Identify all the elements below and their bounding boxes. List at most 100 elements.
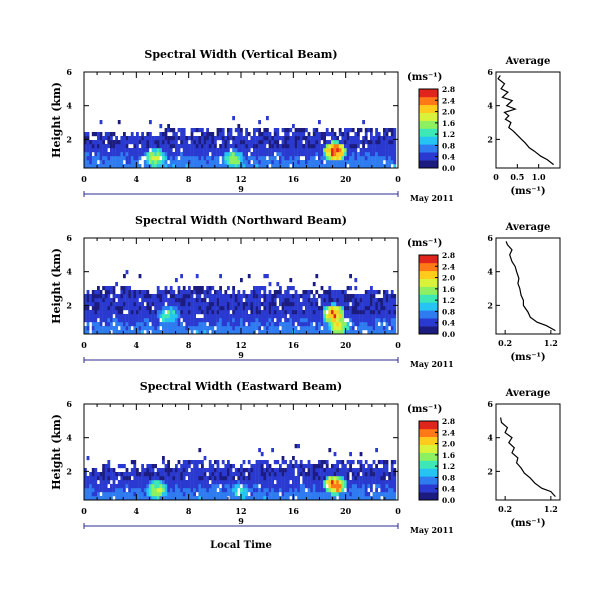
heatmap-cell — [362, 294, 365, 299]
heatmap-cell — [208, 322, 212, 327]
heatmap-cell — [169, 302, 173, 307]
heatmap-cell — [237, 294, 241, 299]
heatmap-cell — [364, 290, 368, 295]
heatmap-cell — [341, 460, 345, 465]
heatmap-cell — [255, 140, 259, 145]
heatmap-cell — [344, 294, 347, 299]
heatmap-cell — [359, 496, 363, 501]
heatmap-cell — [247, 294, 251, 299]
heatmap-cell — [177, 128, 181, 133]
heatmap-cell — [307, 132, 311, 137]
heatmap-cell — [125, 136, 129, 141]
heatmap-cell — [104, 318, 108, 323]
heatmap-cell — [136, 302, 139, 307]
heatmap-cell — [359, 294, 363, 299]
profile-frame — [495, 403, 561, 501]
heatmap-cell — [211, 472, 215, 477]
colorbar-segment — [419, 144, 438, 153]
heatmap-cell — [289, 330, 293, 335]
heatmap-cell — [224, 310, 228, 315]
heatmap-cell — [221, 460, 225, 465]
heatmap-cell — [354, 136, 358, 141]
heatmap-cell — [154, 302, 157, 307]
heatmap-cell — [146, 152, 150, 157]
heatmap-cell — [86, 476, 90, 481]
heatmap-cell — [305, 144, 308, 149]
heatmap-cell — [292, 302, 295, 307]
heatmap-cell — [162, 492, 165, 497]
heatmap-cell — [190, 484, 194, 489]
heatmap-cell — [221, 302, 225, 307]
heatmap-cell — [242, 164, 246, 169]
heatmap-cell — [260, 144, 264, 149]
heatmap-cell — [315, 302, 319, 307]
heatmap-cell — [214, 164, 217, 169]
heatmap-cell — [323, 314, 326, 319]
heatmap-cell — [284, 472, 287, 477]
heatmap-cell — [120, 492, 124, 497]
heatmap-cell — [390, 472, 394, 477]
heatmap-cell — [349, 452, 352, 457]
heatmap-cell — [94, 164, 98, 169]
heatmap-cell — [154, 496, 157, 501]
heatmap-cell — [227, 488, 230, 493]
heatmap-cell — [307, 480, 311, 485]
heatmap-cell — [234, 148, 238, 153]
heatmap-cell — [177, 136, 181, 141]
heatmap-cell — [393, 476, 397, 481]
heatmap-cell — [331, 148, 334, 153]
heatmap-cell — [351, 330, 355, 335]
heatmap-cell — [201, 306, 204, 311]
colorbar-segment — [419, 255, 438, 264]
heatmap-cell — [219, 294, 222, 299]
heatmap-cell — [302, 468, 306, 473]
heatmap-cell — [263, 290, 267, 295]
heatmap-cell — [94, 318, 98, 323]
heatmap-cell — [107, 306, 111, 311]
heatmap-cell — [110, 488, 113, 493]
heatmap-cell — [214, 322, 217, 327]
heatmap-cell — [221, 294, 225, 299]
heatmap-cell — [318, 314, 321, 319]
heatmap-cell — [112, 492, 116, 497]
heatmap-cell — [367, 480, 371, 485]
heatmap-cell — [310, 290, 313, 295]
heatmap-cell — [390, 492, 394, 497]
heatmap-cell — [120, 318, 124, 323]
heatmap-cell — [149, 496, 152, 501]
heatmap-cell — [390, 152, 394, 157]
heatmap-cell — [242, 148, 246, 153]
heatmap-cell — [214, 472, 217, 477]
heatmap-cell — [234, 294, 238, 299]
heatmap-cell — [263, 476, 267, 481]
heatmap-cell — [167, 164, 170, 169]
heatmap-cell — [164, 326, 168, 331]
heatmap-cell — [175, 278, 178, 283]
heatmap-cell — [289, 322, 293, 327]
heatmap-cell — [146, 144, 150, 149]
heatmap-cell — [128, 326, 131, 331]
heatmap-cell — [258, 488, 261, 493]
heatmap-cell — [268, 160, 272, 165]
heatmap-cell — [315, 128, 319, 133]
heatmap-cell — [359, 476, 363, 481]
heatmap-cell — [169, 286, 173, 291]
heatmap-cell — [99, 298, 103, 303]
heatmap-cell — [253, 484, 256, 489]
heatmap-cell — [292, 140, 295, 145]
heatmap-cell — [237, 144, 241, 149]
heatmap-cell — [302, 136, 306, 141]
heatmap-cell — [167, 330, 170, 335]
heatmap-cell — [198, 460, 202, 465]
heatmap-cell — [219, 314, 222, 319]
heatmap-cell — [198, 144, 202, 149]
heatmap-cell — [120, 480, 124, 485]
heatmap-cell — [149, 160, 152, 165]
heatmap-cell — [281, 156, 285, 161]
heatmap-cell — [318, 492, 321, 497]
heatmap-cell — [141, 310, 144, 315]
heatmap-cell — [393, 144, 397, 149]
heatmap-cell — [146, 136, 150, 141]
heatmap-cell — [172, 480, 176, 485]
heatmap-cell — [297, 444, 300, 449]
